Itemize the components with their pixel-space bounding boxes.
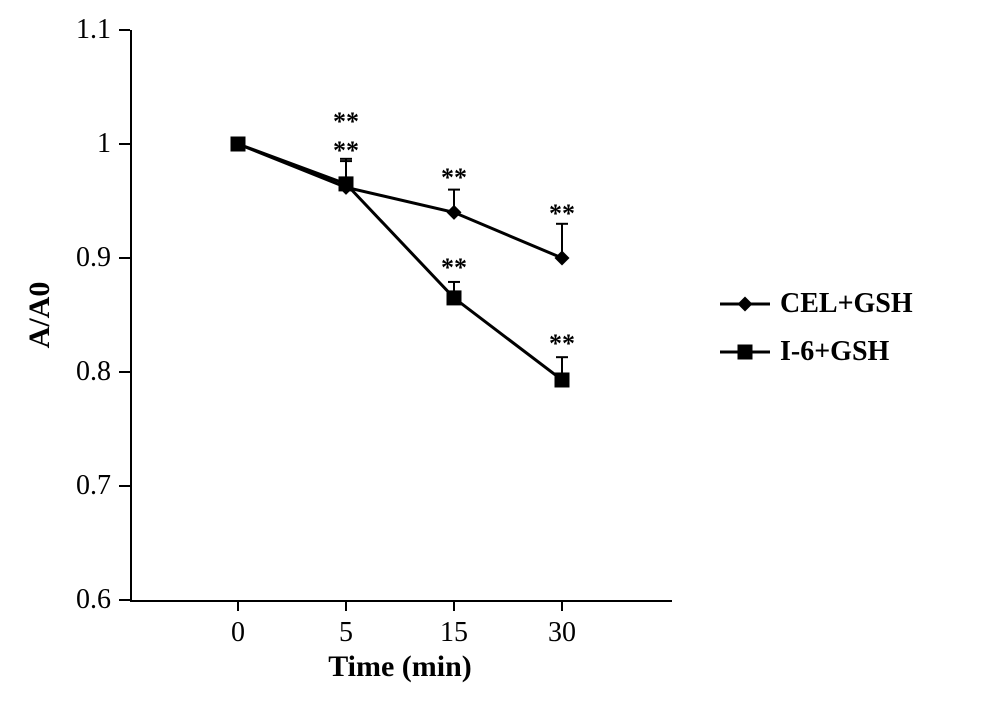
x-tick xyxy=(453,600,455,611)
y-tick xyxy=(119,29,130,31)
y-axis-title: A/A0 xyxy=(23,282,57,349)
y-tick xyxy=(119,257,130,259)
y-tick xyxy=(119,371,130,373)
y-tick xyxy=(119,599,130,601)
x-tick xyxy=(345,600,347,611)
significance-marker: ** xyxy=(333,107,359,137)
x-tick xyxy=(237,600,239,611)
y-tick xyxy=(119,143,130,145)
y-tick-label: 1.1 xyxy=(76,14,111,46)
y-tick-label: 0.9 xyxy=(76,242,111,274)
data-marker xyxy=(555,251,570,266)
y-tick-label: 0.7 xyxy=(76,470,111,502)
significance-marker: ** xyxy=(549,329,575,359)
series-line xyxy=(238,144,562,380)
significance-marker: ** xyxy=(441,253,467,283)
chart: 0.60.70.80.911.1 051530 ************ A/A… xyxy=(0,0,1000,704)
x-axis-title: Time (min) xyxy=(328,650,472,684)
data-marker xyxy=(231,137,246,152)
x-tick-label: 30 xyxy=(548,617,576,649)
x-tick-label: 15 xyxy=(440,617,468,649)
data-marker xyxy=(555,372,570,387)
y-tick xyxy=(119,485,130,487)
x-tick-label: 0 xyxy=(231,617,245,649)
data-marker xyxy=(447,290,462,305)
y-tick-label: 1 xyxy=(97,128,111,160)
y-tick-label: 0.6 xyxy=(76,584,111,616)
legend-label: CEL+GSH xyxy=(780,288,913,320)
data-marker xyxy=(339,176,354,191)
x-tick-label: 5 xyxy=(339,617,353,649)
significance-marker: ** xyxy=(549,199,575,229)
significance-marker: ** xyxy=(441,163,467,193)
legend-label: I-6+GSH xyxy=(780,336,889,368)
y-tick-label: 0.8 xyxy=(76,356,111,388)
x-tick xyxy=(561,600,563,611)
data-marker xyxy=(447,205,462,220)
significance-marker: ** xyxy=(333,136,359,166)
